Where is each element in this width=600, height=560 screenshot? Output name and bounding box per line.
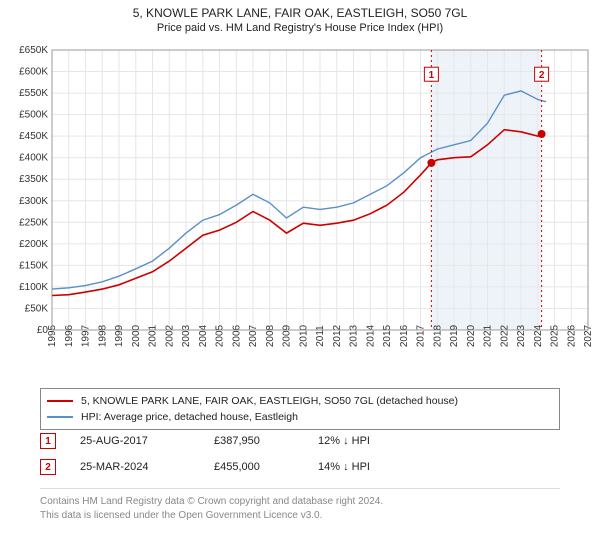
svg-text:2005: 2005: [215, 324, 226, 347]
sale-date: 25-MAR-2024: [80, 461, 190, 473]
legend-swatch: [47, 416, 73, 418]
svg-text:2009: 2009: [282, 324, 293, 347]
svg-text:£400K: £400K: [19, 153, 48, 164]
sale-row: 1 25-AUG-2017 £387,950 12% ↓ HPI: [40, 430, 560, 452]
svg-text:2012: 2012: [332, 324, 343, 347]
sale-diff: 12% ↓ HPI: [318, 435, 418, 447]
svg-text:2020: 2020: [466, 324, 477, 347]
sales-list: 1 25-AUG-2017 £387,950 12% ↓ HPI 2 25-MA…: [40, 430, 560, 482]
svg-text:2014: 2014: [365, 324, 376, 347]
svg-text:£600K: £600K: [19, 67, 48, 78]
svg-text:2001: 2001: [148, 324, 159, 347]
svg-text:2022: 2022: [499, 324, 510, 347]
svg-text:£500K: £500K: [19, 110, 48, 121]
svg-text:£650K: £650K: [19, 45, 48, 56]
sale-price: £387,950: [214, 435, 294, 447]
svg-text:2003: 2003: [181, 324, 192, 347]
sale-price: £455,000: [214, 461, 294, 473]
footer-line: This data is licensed under the Open Gov…: [40, 509, 560, 523]
line-chart: £0£50K£100K£150K£200K£250K£300K£350K£400…: [6, 40, 594, 380]
svg-text:2000: 2000: [131, 324, 142, 347]
sale-marker-icon: 2: [40, 459, 56, 475]
svg-text:2011: 2011: [315, 325, 326, 347]
svg-text:2013: 2013: [349, 324, 360, 347]
svg-text:1996: 1996: [64, 324, 75, 347]
svg-text:£300K: £300K: [19, 196, 48, 207]
svg-text:2026: 2026: [566, 324, 577, 347]
svg-text:1998: 1998: [97, 324, 108, 347]
svg-text:2018: 2018: [432, 324, 443, 347]
svg-text:£50K: £50K: [25, 303, 49, 314]
svg-text:2008: 2008: [265, 324, 276, 347]
svg-text:2010: 2010: [298, 324, 309, 347]
svg-text:1: 1: [429, 70, 435, 81]
footer: Contains HM Land Registry data © Crown c…: [40, 488, 560, 522]
svg-text:1997: 1997: [81, 324, 92, 347]
svg-text:£250K: £250K: [19, 217, 48, 228]
chart-subtitle: Price paid vs. HM Land Registry's House …: [0, 22, 600, 34]
chart-titles: 5, KNOWLE PARK LANE, FAIR OAK, EASTLEIGH…: [0, 0, 600, 34]
legend: 5, KNOWLE PARK LANE, FAIR OAK, EASTLEIGH…: [40, 388, 560, 430]
legend-item: 5, KNOWLE PARK LANE, FAIR OAK, EASTLEIGH…: [47, 393, 553, 409]
svg-text:£550K: £550K: [19, 88, 48, 99]
sale-diff: 14% ↓ HPI: [318, 461, 418, 473]
svg-text:£100K: £100K: [19, 282, 48, 293]
svg-text:2004: 2004: [198, 324, 209, 347]
sale-date: 25-AUG-2017: [80, 435, 190, 447]
svg-text:£450K: £450K: [19, 131, 48, 142]
legend-label: 5, KNOWLE PARK LANE, FAIR OAK, EASTLEIGH…: [81, 395, 458, 407]
svg-text:2: 2: [539, 70, 545, 81]
chart-title: 5, KNOWLE PARK LANE, FAIR OAK, EASTLEIGH…: [0, 6, 600, 20]
svg-text:£200K: £200K: [19, 239, 48, 250]
sale-marker-icon: 1: [40, 433, 56, 449]
chart-area: £0£50K£100K£150K£200K£250K£300K£350K£400…: [6, 40, 594, 380]
svg-text:2021: 2021: [483, 324, 494, 347]
sale-row: 2 25-MAR-2024 £455,000 14% ↓ HPI: [40, 456, 560, 478]
svg-text:2016: 2016: [399, 324, 410, 347]
legend-swatch: [47, 400, 73, 402]
svg-text:1999: 1999: [114, 324, 125, 347]
svg-text:2017: 2017: [416, 324, 427, 347]
footer-line: Contains HM Land Registry data © Crown c…: [40, 495, 560, 509]
legend-label: HPI: Average price, detached house, East…: [81, 411, 298, 423]
svg-text:2007: 2007: [248, 324, 259, 347]
svg-text:2002: 2002: [164, 324, 175, 347]
svg-text:£350K: £350K: [19, 174, 48, 185]
svg-text:£150K: £150K: [19, 260, 48, 271]
svg-text:2006: 2006: [231, 324, 242, 347]
svg-text:2015: 2015: [382, 324, 393, 347]
svg-text:2025: 2025: [550, 324, 561, 347]
svg-text:2023: 2023: [516, 324, 527, 347]
svg-text:2024: 2024: [533, 324, 544, 347]
legend-item: HPI: Average price, detached house, East…: [47, 409, 553, 425]
svg-text:2019: 2019: [449, 324, 460, 347]
